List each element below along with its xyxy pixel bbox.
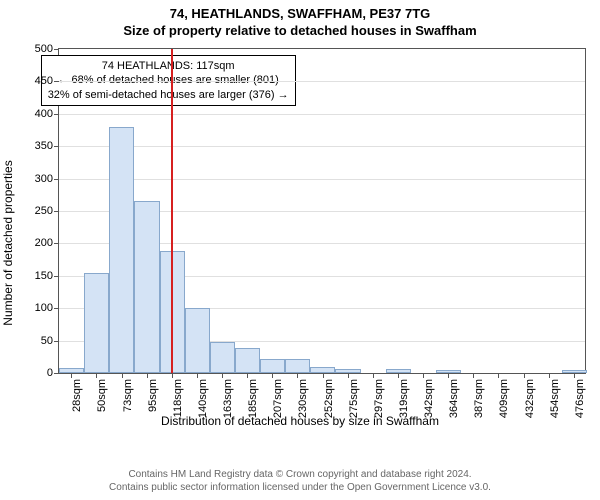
xtick-mark bbox=[473, 373, 474, 378]
xtick-label: 28sqm bbox=[71, 379, 83, 412]
ytick-label: 400 bbox=[35, 108, 59, 120]
xtick-mark bbox=[172, 373, 173, 378]
xtick-mark bbox=[574, 373, 575, 378]
ytick-label: 200 bbox=[35, 237, 59, 249]
xtick-mark bbox=[71, 373, 72, 378]
xtick-mark bbox=[398, 373, 399, 378]
footer-attribution: Contains HM Land Registry data © Crown c… bbox=[0, 468, 600, 494]
xtick-label: 95sqm bbox=[147, 379, 159, 412]
xtick-mark bbox=[524, 373, 525, 378]
y-axis-label: Number of detached properties bbox=[1, 160, 15, 325]
xtick-label: 476sqm bbox=[574, 379, 586, 418]
plot-area: 74 HEATHLANDS: 117sqm ← 68% of detached … bbox=[58, 48, 586, 374]
xtick-mark bbox=[197, 373, 198, 378]
xtick-label: 364sqm bbox=[448, 379, 460, 418]
histogram-bar bbox=[134, 201, 159, 373]
reference-line bbox=[171, 49, 173, 373]
xtick-label: 409sqm bbox=[498, 379, 510, 418]
footer-line1: Contains HM Land Registry data © Crown c… bbox=[0, 468, 600, 481]
xtick-mark bbox=[147, 373, 148, 378]
xtick-mark bbox=[122, 373, 123, 378]
ytick-label: 0 bbox=[47, 367, 59, 379]
xtick-mark bbox=[272, 373, 273, 378]
histogram-bar bbox=[84, 273, 109, 373]
xtick-label: 163sqm bbox=[222, 379, 234, 418]
xtick-mark bbox=[549, 373, 550, 378]
ytick-label: 50 bbox=[41, 335, 59, 347]
grid-line bbox=[59, 81, 585, 82]
xtick-label: 454sqm bbox=[549, 379, 561, 418]
histogram-bar bbox=[210, 342, 235, 373]
histogram-bar bbox=[285, 359, 310, 373]
xtick-label: 73sqm bbox=[122, 379, 134, 412]
xtick-label: 207sqm bbox=[272, 379, 284, 418]
xtick-label: 140sqm bbox=[197, 379, 209, 418]
ytick-label: 450 bbox=[35, 75, 59, 87]
xtick-label: 185sqm bbox=[247, 379, 259, 418]
xtick-mark bbox=[498, 373, 499, 378]
xtick-mark bbox=[222, 373, 223, 378]
grid-line bbox=[59, 179, 585, 180]
histogram-bar bbox=[109, 127, 134, 373]
title-subtitle: Size of property relative to detached ho… bbox=[0, 21, 600, 38]
histogram-bar bbox=[235, 348, 260, 373]
ytick-label: 300 bbox=[35, 173, 59, 185]
ytick-label: 150 bbox=[35, 270, 59, 282]
xtick-label: 387sqm bbox=[473, 379, 485, 418]
xtick-label: 275sqm bbox=[348, 379, 360, 418]
xtick-label: 319sqm bbox=[398, 379, 410, 418]
xtick-mark bbox=[323, 373, 324, 378]
ytick-label: 500 bbox=[35, 43, 59, 55]
footer-line2: Contains public sector information licen… bbox=[0, 481, 600, 494]
ytick-label: 100 bbox=[35, 302, 59, 314]
xtick-mark bbox=[448, 373, 449, 378]
xtick-label: 297sqm bbox=[373, 379, 385, 418]
xtick-label: 342sqm bbox=[423, 379, 435, 418]
grid-line bbox=[59, 114, 585, 115]
annotation-line1: 74 HEATHLANDS: 117sqm bbox=[48, 59, 289, 73]
xtick-mark bbox=[247, 373, 248, 378]
xtick-label: 432sqm bbox=[524, 379, 536, 418]
annotation-line3: 32% of semi-detached houses are larger (… bbox=[48, 88, 289, 102]
chart-container: Number of detached properties 74 HEATHLA… bbox=[0, 40, 600, 432]
xtick-mark bbox=[297, 373, 298, 378]
title-address: 74, HEATHLANDS, SWAFFHAM, PE37 7TG bbox=[0, 0, 600, 21]
x-axis-label: Distribution of detached houses by size … bbox=[0, 414, 600, 428]
grid-line bbox=[59, 146, 585, 147]
histogram-bar bbox=[185, 308, 210, 373]
xtick-label: 118sqm bbox=[172, 379, 184, 417]
xtick-mark bbox=[373, 373, 374, 378]
histogram-bar bbox=[260, 359, 285, 373]
xtick-label: 252sqm bbox=[323, 379, 335, 418]
ytick-label: 350 bbox=[35, 140, 59, 152]
xtick-mark bbox=[348, 373, 349, 378]
xtick-label: 50sqm bbox=[96, 379, 108, 412]
ytick-label: 250 bbox=[35, 205, 59, 217]
xtick-mark bbox=[423, 373, 424, 378]
xtick-label: 230sqm bbox=[297, 379, 309, 418]
xtick-mark bbox=[96, 373, 97, 378]
